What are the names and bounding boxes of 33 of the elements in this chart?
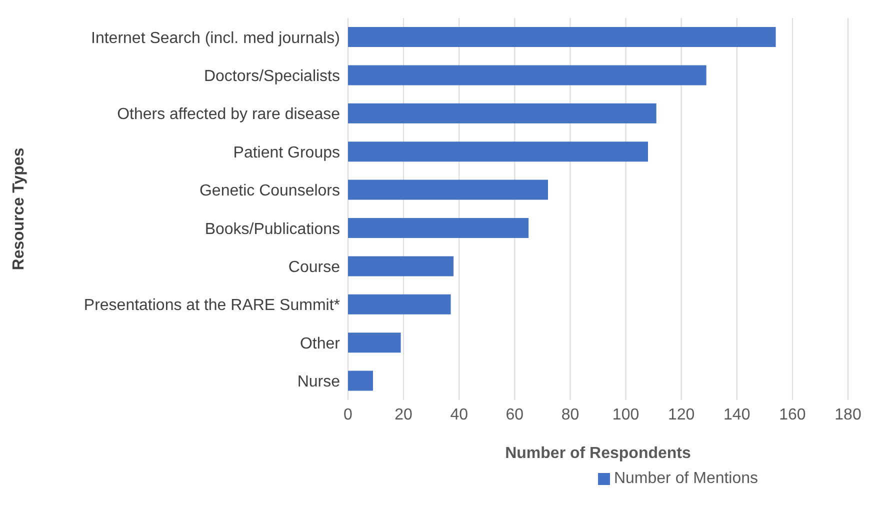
x-tick-label: 20 (394, 406, 413, 424)
x-tick-label: 140 (724, 406, 750, 424)
x-tick-label: 40 (450, 406, 468, 424)
bar (348, 256, 454, 276)
y-tick-label: Patient Groups (233, 144, 340, 162)
bar (348, 103, 656, 124)
y-axis-title: Resource Types (10, 148, 28, 270)
x-tick-label: 80 (561, 406, 580, 424)
x-tick-label: 100 (612, 406, 640, 424)
y-tick-label: Others affected by rare disease (117, 106, 340, 124)
x-tick-label: 0 (344, 406, 353, 424)
bar (348, 27, 776, 47)
legend-label: Number of Mentions (614, 470, 758, 487)
y-tick-label: Course (288, 258, 340, 276)
y-tick-label: Other (300, 335, 341, 352)
bar (348, 142, 648, 162)
bar (348, 294, 451, 314)
y-tick-label: Books/Publications (204, 220, 340, 238)
bar (348, 218, 529, 238)
x-tick-label: 120 (668, 406, 695, 424)
y-tick-label: Genetic Counselors (199, 182, 340, 200)
y-tick-label: Nurse (297, 374, 340, 391)
y-tick-label: Doctors/Specialists (204, 68, 340, 85)
x-tick-label: 160 (779, 406, 806, 424)
y-tick-label: Internet Search (incl. med journals) (91, 30, 340, 47)
x-tick-label: 60 (506, 406, 524, 424)
x-tick-label: 180 (834, 406, 862, 424)
bar (348, 65, 706, 86)
x-axis-title: Number of Respondents (505, 445, 691, 462)
bar (348, 370, 373, 391)
bar (348, 180, 548, 200)
bar (348, 332, 401, 353)
y-tick-label: Presentations at the RARE Summit* (84, 297, 340, 314)
